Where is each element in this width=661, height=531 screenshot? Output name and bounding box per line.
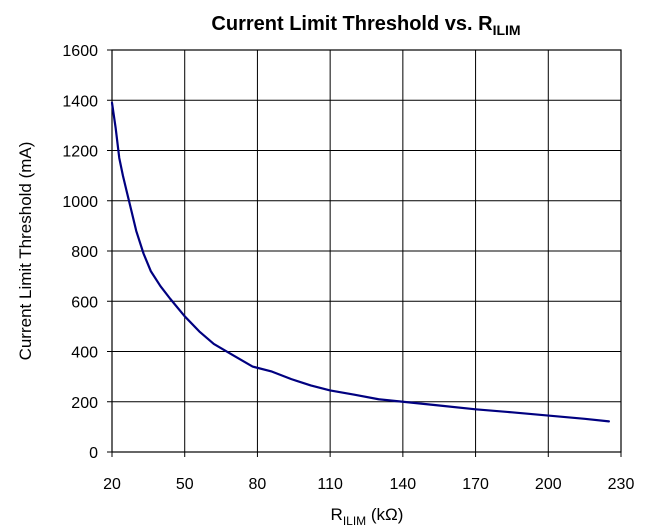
x-tick-label: 50	[176, 476, 194, 493]
y-tick-label: 200	[71, 395, 98, 412]
gridlines	[111, 49, 622, 453]
y-axis-label: Current Limit Threshold (mA)	[16, 142, 35, 361]
y-tick-label: 1400	[62, 93, 98, 110]
y-tick-label: 400	[71, 345, 98, 362]
x-tick-label: 20	[103, 476, 121, 493]
y-tick-label: 600	[71, 294, 98, 311]
x-axis-label-unit: (kΩ)	[366, 505, 403, 524]
x-axis-label-subscript: ILIM	[343, 514, 366, 528]
x-tick-label: 80	[249, 476, 267, 493]
plot-area	[110, 49, 622, 453]
x-tick-label: 170	[462, 476, 489, 493]
y-tick-label: 0	[89, 445, 98, 462]
x-tick-label: 110	[317, 476, 343, 493]
y-tick-label: 1600	[62, 43, 98, 60]
chart-title: Current Limit Threshold vs. RILIM	[211, 13, 520, 38]
chart-title-main: Current Limit Threshold vs. R	[211, 13, 493, 35]
x-tick-label: 140	[390, 476, 417, 493]
x-tick-label: 200	[535, 476, 562, 493]
chart-title-subscript: ILIM	[493, 22, 521, 38]
x-tick-label: 230	[608, 476, 635, 493]
series-line	[110, 101, 610, 423]
y-tick-label: 1000	[62, 194, 98, 211]
x-axis-label-main: R	[331, 505, 343, 524]
x-axis-ticks: 20 50 80 110 140 170 200 230	[103, 452, 634, 493]
y-tick-label: 800	[71, 244, 98, 261]
y-axis-ticks: 0 200 400 600 800 1000 1200 1400 1600	[62, 43, 112, 462]
y-tick-label: 1200	[62, 144, 98, 161]
x-axis-label: RILIM (kΩ)	[331, 505, 404, 528]
